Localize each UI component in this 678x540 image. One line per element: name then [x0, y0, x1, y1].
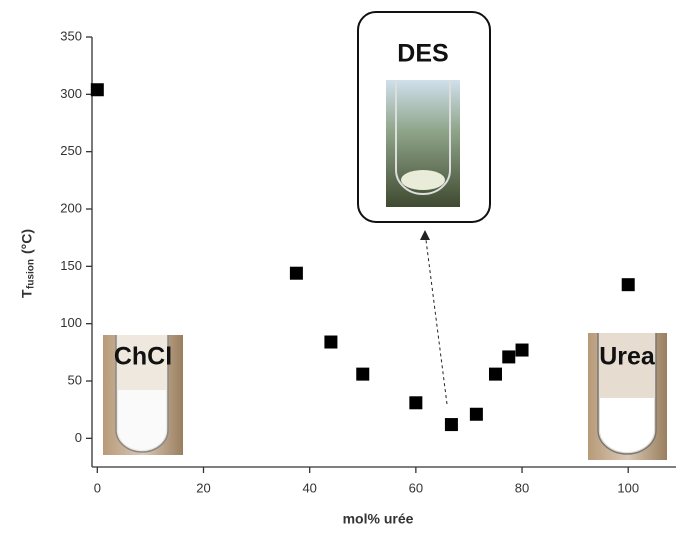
- y-tick-label: 250: [60, 143, 82, 158]
- arrow-head: [420, 230, 430, 240]
- y-tick-label: 100: [60, 315, 82, 330]
- photo-chcl: [103, 335, 183, 455]
- point: [409, 396, 423, 410]
- point: [444, 418, 458, 432]
- point: [469, 407, 483, 421]
- y-tick-label: 350: [60, 28, 82, 43]
- photo-urea: [588, 333, 667, 460]
- x-tick-label: 80: [515, 480, 529, 495]
- point: [356, 367, 370, 381]
- annotation: DES: [397, 40, 448, 68]
- point: [90, 83, 104, 97]
- x-tick-label: 40: [302, 480, 316, 495]
- arrow: [425, 239, 448, 405]
- photo-des: [386, 80, 460, 207]
- y-tick-label: 50: [68, 372, 82, 387]
- y-axis-label: T fusion (°C): [19, 229, 37, 298]
- x-axis-label: mol% urée: [343, 511, 414, 527]
- x-tick-label: 20: [196, 480, 210, 495]
- annotation: Urea: [599, 343, 656, 371]
- annotation: ChCl: [114, 343, 172, 371]
- point: [488, 367, 502, 381]
- point: [515, 343, 529, 357]
- y-label-sub: fusion: [26, 259, 37, 289]
- y-label-unit: (°C): [19, 229, 35, 254]
- y-tick-label: 200: [60, 200, 82, 215]
- point: [289, 266, 303, 280]
- point: [621, 278, 635, 292]
- point: [502, 350, 516, 364]
- x-tick-label: 60: [409, 480, 423, 495]
- point: [324, 335, 338, 349]
- x-tick-label: 100: [617, 480, 639, 495]
- y-tick-label: 0: [75, 430, 82, 445]
- x-tick-label: 0: [94, 480, 101, 495]
- y-tick-label: 300: [60, 86, 82, 101]
- y-tick-label: 150: [60, 258, 82, 273]
- y-label-main: T: [19, 289, 35, 298]
